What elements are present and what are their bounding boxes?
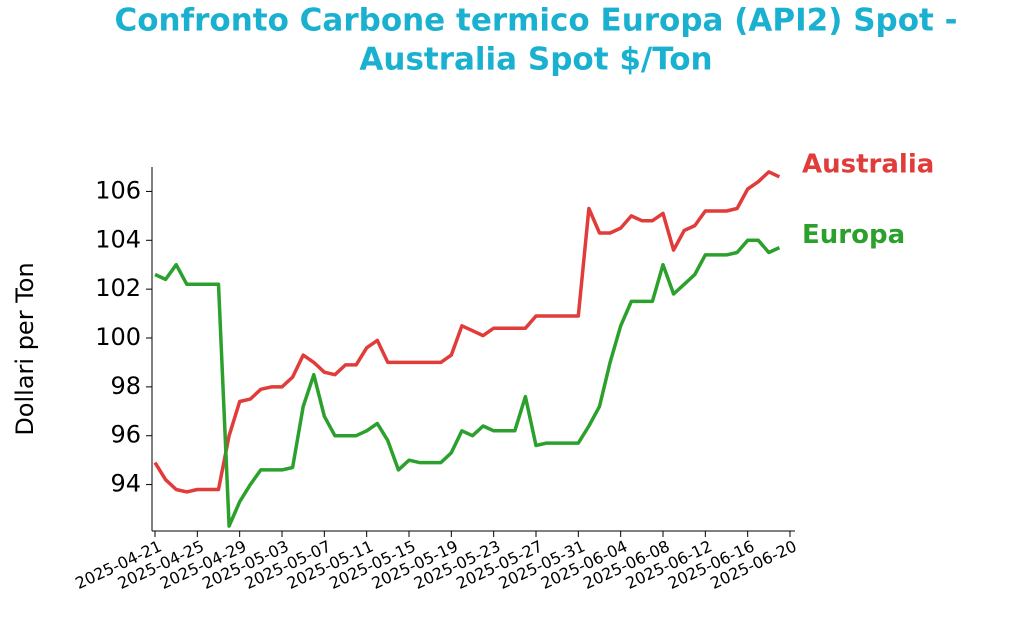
y-tick-label: 104 bbox=[95, 225, 141, 253]
y-tick-label: 94 bbox=[110, 470, 141, 498]
y-tick-label: 100 bbox=[95, 323, 141, 351]
legend-label: Australia bbox=[802, 149, 934, 179]
line-series bbox=[154, 238, 781, 528]
chart-subtitle: Australia Spot $/Ton bbox=[359, 42, 712, 78]
line-series bbox=[153, 170, 781, 494]
chart-title: Confronto Carbone termico Europa (API2) … bbox=[115, 3, 958, 39]
y-tick-label: 102 bbox=[95, 274, 141, 302]
y-axis-label: Dollari per Ton bbox=[11, 262, 39, 435]
y-tick-label: 96 bbox=[110, 421, 141, 449]
legend-label: Europa bbox=[802, 220, 905, 250]
y-tick-label: 98 bbox=[110, 372, 141, 400]
y-tick-label: 106 bbox=[95, 176, 141, 204]
